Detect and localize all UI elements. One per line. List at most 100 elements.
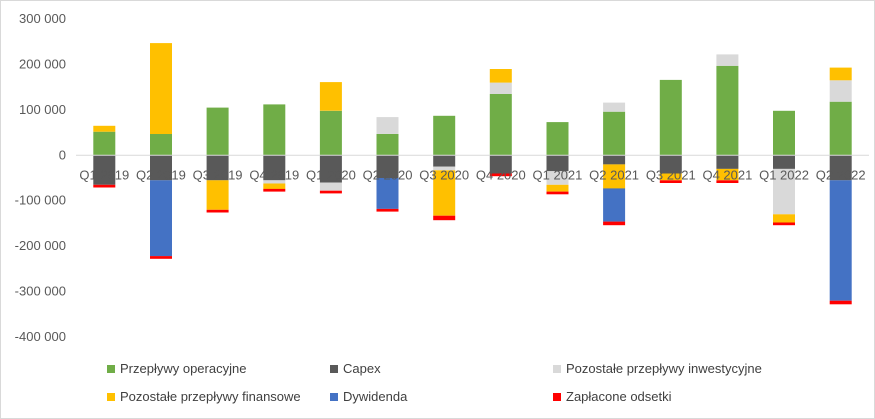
bar-segment [489,69,512,83]
y-tick-label: 100 000 [19,102,66,117]
bar-segment [206,180,229,210]
category-label: Q3 2021 [646,167,696,182]
bar-segment [433,215,456,221]
category-label: Q2 2020 [363,167,413,182]
legend-item: Pozostałe przepływy inwestycyjne [553,361,762,376]
bar-segment [603,164,626,189]
bars-layer [93,43,852,305]
legend-item: Capex [330,361,381,376]
legend-label: Pozostałe przepływy inwestycyjne [566,361,762,376]
legend-swatch [107,392,115,401]
legend-label: Pozostałe przepływy finansowe [120,389,301,404]
bar-segment [603,111,626,156]
bar-segment [546,155,569,172]
bar-segment [206,209,229,213]
category-label: Q1 2019 [79,167,129,182]
bar-segment [433,170,456,216]
bar-segment [263,155,286,181]
bar-segment [206,107,229,156]
bar-segment [829,67,852,81]
legend-label: Zapłacone odsetki [566,389,672,404]
stacked-bar-chart: 300 000 200 000 100 000 0 -100 000 -200 000 -3… [15,11,869,344]
bar-segment [150,133,172,156]
y-tick-label: -200 000 [15,238,66,253]
category-label: Q4 2021 [702,167,752,182]
bar-segment [546,191,569,195]
legend-item: Przepływy operacyjne [107,361,246,376]
bar-segment [93,131,116,156]
category-label: Q1 2021 [533,167,583,182]
category-label: Q2 2021 [589,167,639,182]
legend-swatch [330,392,338,401]
category-label: Q2 2019 [136,167,186,182]
y-tick-label: 0 [59,147,66,162]
legend-item: Dywidenda [330,389,407,404]
bar-segment [319,110,342,156]
bar-segment [150,155,172,181]
category-label: Q3 2020 [419,167,469,182]
bar-segment [659,180,682,183]
y-tick-label: -400 000 [15,329,66,344]
bar-segment [93,184,116,188]
bar-segment [716,180,739,183]
bar-segment [659,173,682,181]
bar-segment [150,43,172,134]
legend-swatch [330,364,338,373]
bar-segment [659,155,682,174]
legend-item: Zapłacone odsetki [553,389,672,404]
bar-segment [546,184,569,192]
bar-segment [773,214,795,223]
bar-segment [93,155,116,185]
bar-segment [263,180,286,184]
bar-segment [829,300,852,305]
y-tick-label: 300 000 [19,11,66,26]
bar-segment [489,173,512,177]
category-label: Q1 2020 [306,167,356,182]
bar-segment [773,222,795,226]
bar-segment [263,104,286,156]
bar-segment [433,115,456,156]
bar-segment [263,188,286,192]
bar-segment [150,180,172,257]
bar-segment [773,168,795,215]
bar-segment [319,82,342,111]
bar-segment [489,155,512,174]
bar-segment [376,178,399,209]
legend-swatch [553,392,561,401]
bar-segment [716,65,739,156]
legend-swatch [107,364,115,373]
y-axis-tick-labels: 300 000 200 000 100 000 0 -100 000 -200 000 -3… [15,11,66,344]
legend-swatch [553,364,561,373]
bar-segment [376,155,399,178]
bar-segment [773,110,795,156]
bar-segment [206,155,229,181]
category-label: Q2 2022 [816,167,866,182]
legend: Przepływy operacyjne Capex Pozostałe przep… [1,353,874,413]
bar-segment [829,101,852,156]
legend-item: Pozostałe przepływy finansowe [107,389,301,404]
bar-segment [603,102,626,112]
bar-segment [659,79,682,156]
bar-segment [150,256,172,259]
bar-segment [376,133,399,156]
bar-segment [716,54,739,66]
bar-segment [546,171,569,185]
x-axis-category-labels: Q1 2019 Q2 2019 Q3 2019 Q4 2019 Q1 2020 Q2 20… [79,167,865,182]
category-label: Q4 2019 [249,167,299,182]
legend-label: Capex [343,361,381,376]
bar-segment [376,208,399,212]
bar-segment [93,125,116,132]
bar-segment [546,122,569,156]
bar-segment [716,155,739,169]
bar-segment [829,180,852,301]
y-tick-label: -300 000 [15,284,66,299]
legend-label: Przepływy operacyjne [120,361,247,376]
bar-segment [773,155,795,169]
legend-label: Dywidenda [343,389,408,404]
bar-segment [603,155,626,165]
y-tick-label: -100 000 [15,193,66,208]
bar-segment [489,82,512,94]
bar-segment [433,166,456,171]
category-label: Q4 2020 [476,167,526,182]
